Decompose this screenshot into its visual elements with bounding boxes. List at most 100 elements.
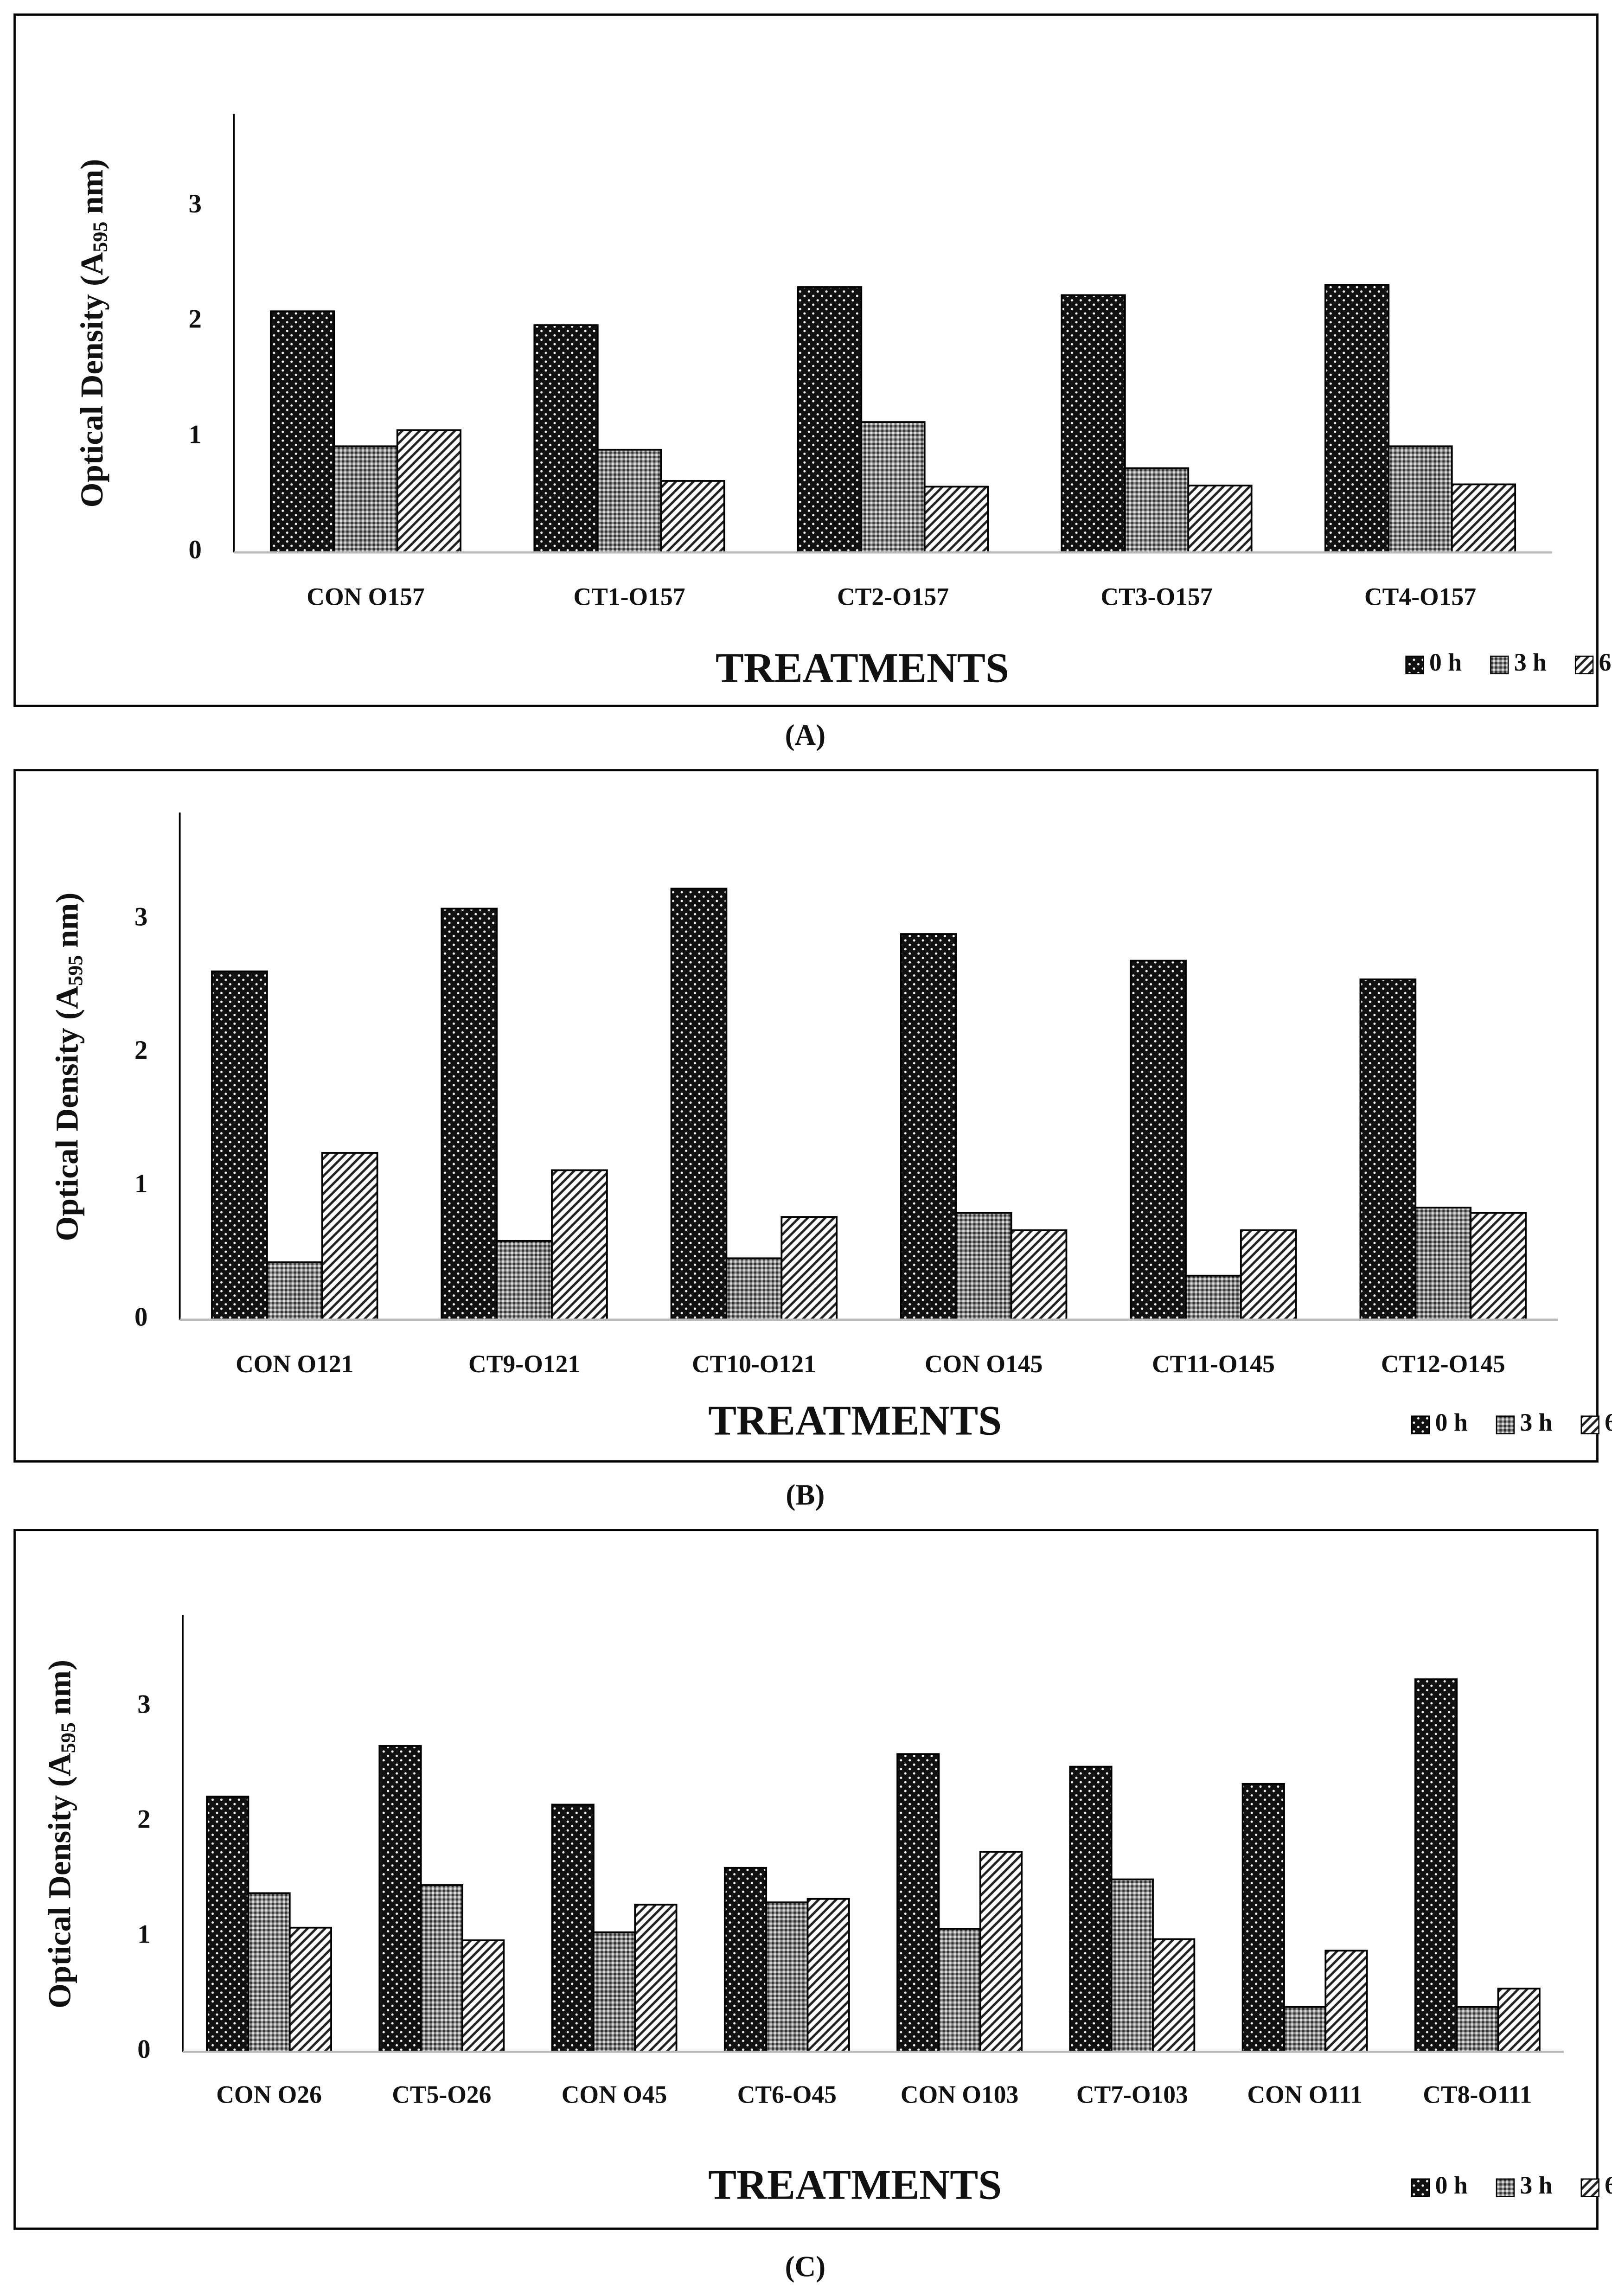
legend-swatch — [1496, 2178, 1515, 2197]
y-tick-label: 0 — [137, 2035, 150, 2064]
x-tick-label: CON O157 — [307, 582, 424, 610]
legend-label: 6 h — [1599, 648, 1612, 676]
y-tick-label: 3 — [134, 902, 147, 931]
legend-swatch — [1580, 2178, 1599, 2197]
x-tick-label: CON O45 — [562, 2081, 667, 2109]
bar — [670, 888, 728, 1321]
bar — [900, 933, 957, 1321]
bar — [420, 1884, 463, 2053]
bar — [496, 1240, 553, 1321]
y-axis-title-tail: nm) — [74, 159, 109, 214]
y-axis-title: Optical Density (A595 nm) — [41, 1660, 79, 2008]
bar — [266, 1261, 323, 1321]
bar — [797, 286, 863, 554]
chart-panel: 0 1 2 3 CON O26 CT5-O26 CON O45 CT6-O45 CON O103… — [13, 1529, 1612, 2283]
y-axis-title-main: Optical Density (A — [41, 1753, 77, 2008]
bar — [596, 448, 662, 554]
bar — [441, 908, 498, 1321]
legend-label: 6 h — [1605, 2171, 1612, 2199]
y-tick-label: 0 — [189, 535, 202, 564]
bar — [269, 310, 335, 554]
bar — [396, 429, 462, 554]
x-axis-title: TREATMENTS — [708, 2162, 1002, 2208]
x-tick-label: CT12-O145 — [1381, 1350, 1505, 1378]
x-tick-label: CT7-O103 — [1076, 2081, 1188, 2109]
bar — [1359, 978, 1417, 1321]
legend-swatch — [1405, 655, 1424, 675]
legend-swatch — [1411, 1415, 1430, 1434]
chart-panel: 0 1 2 3 CON O157 CT1-O157 CT2-O157 CT3-O157 CT4-… — [13, 13, 1612, 751]
bar — [1185, 1274, 1242, 1321]
x-tick-label: CT5-O26 — [392, 2081, 491, 2109]
bar — [1388, 445, 1453, 554]
bar — [1241, 1783, 1285, 2053]
bar — [860, 421, 926, 554]
bar — [1451, 483, 1516, 554]
bar — [938, 1928, 981, 2053]
y-axis-title-subscript: 595 — [89, 222, 112, 252]
bar — [211, 970, 268, 1321]
bar — [1414, 1207, 1472, 1321]
bar — [1187, 485, 1253, 554]
bar — [378, 1745, 422, 2053]
panel-caption: (A) — [785, 719, 825, 751]
panel-caption: (C) — [785, 2251, 825, 2283]
y-tick-label: 3 — [189, 189, 202, 218]
bar — [533, 324, 599, 554]
x-tick-label: CT1-O157 — [573, 582, 685, 610]
x-tick-label: CT8-O111 — [1423, 2081, 1532, 2109]
bar — [1152, 1938, 1196, 2053]
bar — [634, 1904, 678, 2053]
bar — [1283, 2006, 1327, 2053]
bar — [247, 1892, 291, 2053]
y-tick-label: 1 — [134, 1169, 147, 1198]
bar — [896, 1753, 940, 2053]
x-tick-label: CON O26 — [216, 2081, 322, 2109]
panel-frame — [13, 769, 1599, 1463]
x-tick-label: CON O145 — [925, 1350, 1043, 1378]
bar — [780, 1216, 838, 1321]
bar — [1324, 1950, 1368, 2053]
y-axis-title-tail: nm) — [41, 1660, 77, 1715]
y-tick-label: 2 — [189, 305, 202, 334]
bar — [1414, 1678, 1458, 2053]
bar — [1456, 2006, 1499, 2053]
y-tick-label: 1 — [137, 1920, 150, 1949]
x-axis-title: TREATMENTS — [716, 645, 1009, 691]
bar — [923, 486, 989, 554]
legend-swatch — [1580, 1415, 1599, 1434]
bar — [660, 480, 725, 554]
bar — [551, 1804, 595, 2053]
x-tick-label: CT11-O145 — [1152, 1350, 1275, 1378]
x-tick-label: CON O121 — [236, 1350, 353, 1378]
x-tick-label: CT6-O45 — [737, 2081, 837, 2109]
y-axis-title: Optical Density (A595 nm) — [49, 892, 87, 1241]
bar — [1124, 467, 1190, 554]
bar — [1497, 1988, 1541, 2053]
legend-swatch — [1496, 1415, 1515, 1434]
bar — [806, 1898, 850, 2053]
chart-panel: 0 1 2 3 CON O121 CT9-O121 CT10-O121 CON O145 CT1… — [13, 769, 1612, 1511]
legend-swatch — [1574, 655, 1594, 675]
bar — [593, 1931, 636, 2053]
y-tick-label: 0 — [134, 1303, 147, 1332]
legend-label: 6 h — [1605, 1408, 1612, 1436]
x-tick-label: CT10-O121 — [692, 1350, 816, 1378]
bar — [206, 1796, 249, 2053]
bar — [1130, 959, 1187, 1321]
x-tick-label: CON O111 — [1247, 2081, 1363, 2109]
legend-label: 0 h — [1435, 1408, 1468, 1436]
panel-frame — [13, 13, 1599, 707]
x-tick-label: CT2-O157 — [837, 582, 949, 610]
y-tick-label: 2 — [134, 1036, 147, 1065]
panel-caption: (B) — [786, 1479, 825, 1511]
bar — [955, 1212, 1012, 1321]
bar — [1110, 1878, 1154, 2053]
y-axis-title-main: Optical Density (A — [74, 252, 109, 508]
bar — [725, 1257, 783, 1321]
bar — [765, 1901, 809, 2053]
y-axis-title-subscript: 595 — [64, 955, 87, 986]
bar — [1069, 1765, 1113, 2053]
y-axis-title: Optical Density (A595 nm) — [74, 159, 112, 507]
